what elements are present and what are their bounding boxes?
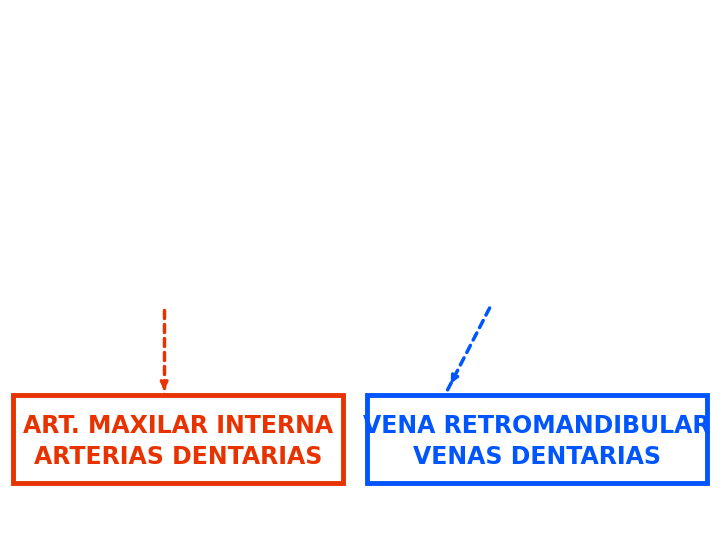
- Text: VENAS DENTARIAS: VENAS DENTARIAS: [413, 445, 661, 469]
- Text: ARTERIAS DENTARIAS: ARTERIAS DENTARIAS: [34, 445, 322, 469]
- Text: ART. MAXILAR INTERNA: ART. MAXILAR INTERNA: [23, 414, 333, 438]
- Bar: [0, 485, 720, 540]
- Bar: [367, 395, 707, 483]
- Bar: [0, 0, 355, 395]
- Bar: [365, 0, 720, 395]
- Text: VENA RETROMANDIBULAR: VENA RETROMANDIBULAR: [364, 414, 711, 438]
- Bar: [13, 395, 343, 483]
